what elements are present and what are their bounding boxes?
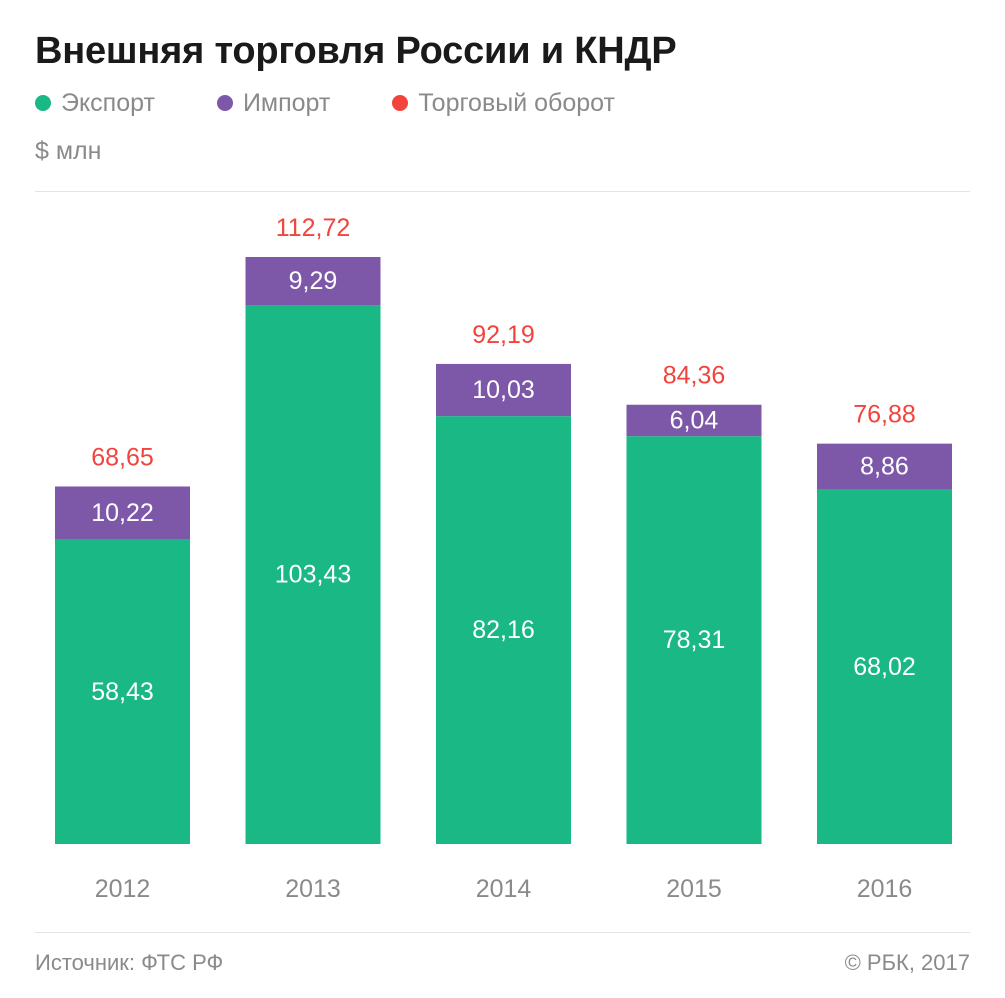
- data-label-import-2012: 10,22: [91, 499, 154, 527]
- data-label-import-2013: 9,29: [289, 267, 338, 295]
- total-label-2012: 68,65: [91, 443, 154, 471]
- bar-import-2016: [817, 443, 952, 490]
- data-label-import-2015: 6,04: [670, 406, 719, 434]
- copyright-note: © РБК, 2017: [844, 950, 970, 975]
- total-label-2013: 112,72: [276, 214, 351, 242]
- legend-import-label: Импорт: [242, 88, 331, 117]
- unit-label: $ млн: [35, 137, 102, 165]
- bar-export-2016: [817, 489, 952, 844]
- data-label-export-2015: 78,31: [663, 626, 726, 654]
- legend-turnover-dot: [392, 95, 409, 111]
- source-note: Источник: ФТС РФ: [35, 950, 224, 975]
- data-label-export-2014: 82,16: [472, 616, 535, 644]
- legend-turnover-label: Торговый оборот: [418, 88, 615, 117]
- legend-item-turnover: Торговый оборот: [392, 89, 615, 118]
- bar-import-2015: [626, 404, 762, 437]
- data-label-export-2016: 68,02: [853, 653, 916, 681]
- data-label-export-2013: 103,43: [275, 561, 351, 589]
- bar-export-2015: [626, 436, 762, 844]
- bar-export-2012: [55, 539, 190, 844]
- total-label-2016: 76,88: [853, 401, 916, 429]
- chart-title: Внешняя торговля России и КНДР: [35, 30, 677, 72]
- x-tick-label-2014: 2014: [476, 875, 532, 903]
- data-label-import-2016: 8,86: [860, 453, 909, 481]
- bar-export-2014: [436, 416, 571, 844]
- legend-export-label: Экспорт: [61, 88, 155, 117]
- legend: Экспорт Импорт Торговый оборот: [35, 86, 677, 120]
- bottom-divider: [35, 932, 970, 933]
- legend-item-import: Импорт: [216, 88, 331, 118]
- total-label-2015: 84,36: [663, 362, 726, 390]
- bar-import-2014: [436, 363, 571, 417]
- bar-export-2013: [245, 305, 381, 844]
- bar-import-2012: [55, 486, 190, 540]
- x-tick-label-2015: 2015: [666, 875, 722, 903]
- total-label-2014: 92,19: [472, 321, 535, 349]
- legend-export-dot: [35, 95, 51, 111]
- data-label-import-2014: 10,03: [472, 376, 535, 404]
- x-tick-label-2013: 2013: [285, 875, 341, 903]
- top-divider: [35, 191, 970, 192]
- x-tick-label-2016: 2016: [857, 875, 913, 903]
- legend-item-export: Экспорт: [35, 89, 155, 118]
- x-tick-label-2012: 2012: [95, 875, 151, 903]
- bar-import-2013: [245, 257, 381, 306]
- legend-import-dot: [216, 95, 233, 111]
- data-label-export-2012: 58,43: [91, 678, 154, 706]
